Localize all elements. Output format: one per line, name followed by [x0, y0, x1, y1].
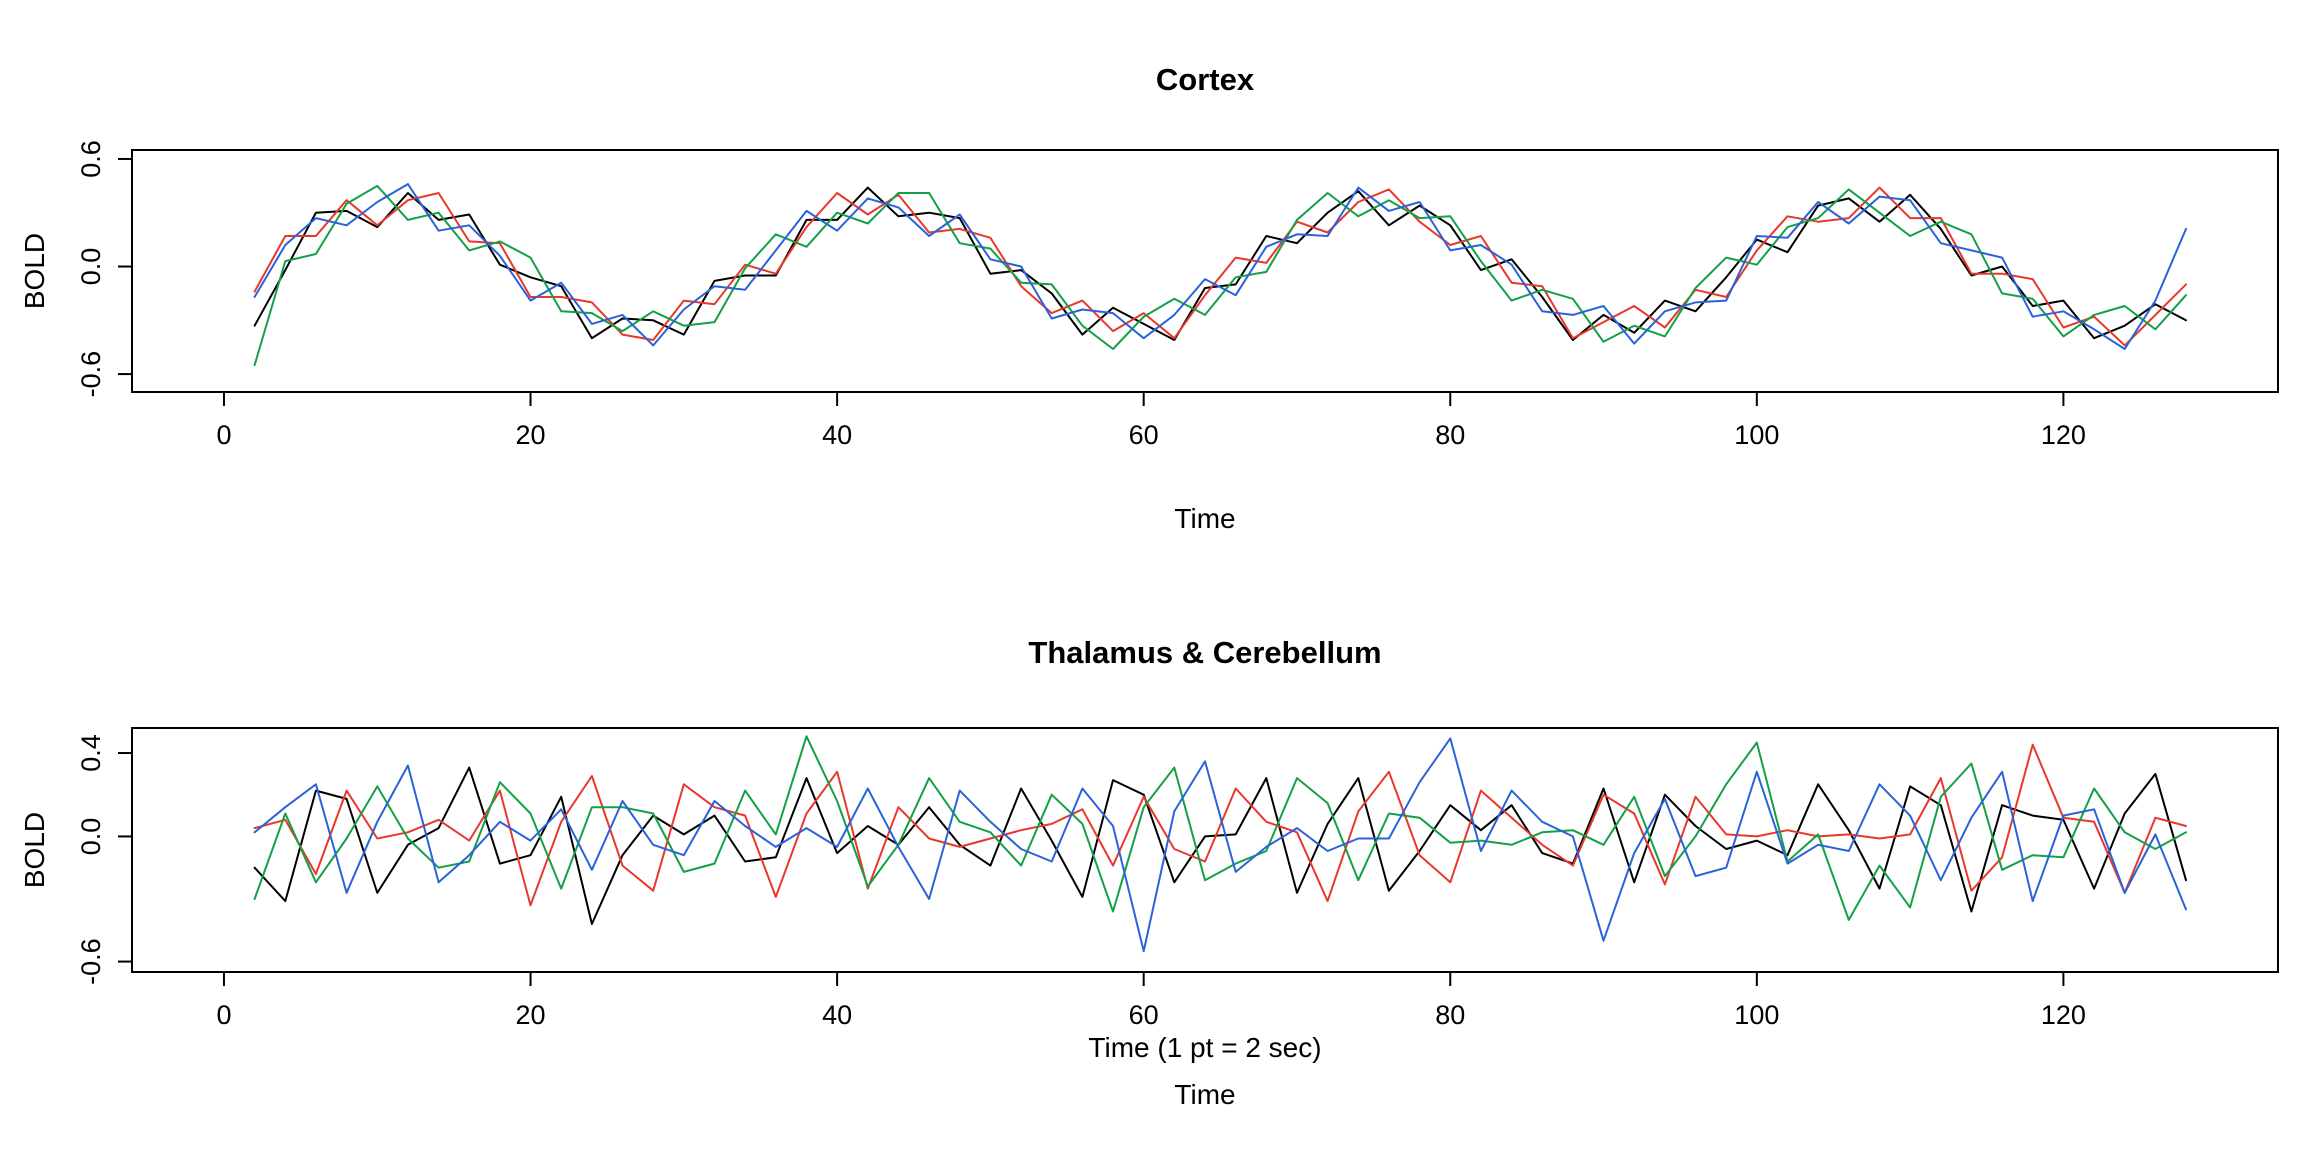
- y-tick-label: 0.0: [76, 818, 106, 856]
- series-line-series-4: [253, 737, 2187, 953]
- plot-box: [131, 149, 2279, 393]
- y-tick-label: -0.6: [76, 351, 106, 398]
- y-tick-label: 0.6: [76, 140, 106, 178]
- cortex-y-axis-label: BOLD: [19, 233, 50, 309]
- thalamus-x-axis-label: Time (1 pt = 2 sec): [1088, 1032, 1321, 1063]
- thalamus-chart-title: Thalamus & Cerebellum: [1028, 635, 1381, 670]
- x-tick-label: 100: [1734, 1000, 1779, 1030]
- series-line-series-4: [253, 183, 2187, 350]
- series-line-series-3: [253, 184, 2187, 367]
- thalamus-cerebellum-chart: Thalamus & Cerebellum BOLD Time (1 pt = …: [19, 635, 2279, 1110]
- x-tick-label: 20: [516, 420, 546, 450]
- x-tick-label: 0: [216, 1000, 231, 1030]
- y-tick-label: 0.0: [76, 248, 106, 286]
- thalamus-outer-x-axis-label: Time: [1174, 1079, 1235, 1110]
- x-tick-label: 120: [2041, 1000, 2086, 1030]
- x-tick-label: 120: [2041, 420, 2086, 450]
- cortex-plot-area: 0 20 40 60 80 100 120 -0.6 0.0 0.6: [76, 140, 2279, 450]
- series-line-series-1: [253, 186, 2187, 341]
- x-tick-label: 20: [516, 1000, 546, 1030]
- x-tick-label: 60: [1129, 1000, 1159, 1030]
- thalamus-plot-area: 0 20 40 60 80 100 120 -0.6 0.0 0.4: [76, 727, 2279, 1030]
- y-tick-label: -0.6: [76, 938, 106, 985]
- cortex-x-axis-label: Time: [1174, 503, 1235, 534]
- x-tick-label: 80: [1435, 1000, 1465, 1030]
- x-tick-label: 0: [216, 420, 231, 450]
- plot-box: [131, 727, 2279, 973]
- cortex-chart-title: Cortex: [1156, 62, 1255, 97]
- cortex-chart: Cortex BOLD Time 0 20 40 60 80 100 120-0.60.00…: [19, 62, 2279, 534]
- x-tick-label: 40: [822, 420, 852, 450]
- x-tick-label: 80: [1435, 420, 1465, 450]
- series-line-series-1: [253, 766, 2187, 925]
- x-tick-label: 100: [1734, 420, 1779, 450]
- series-line-series-2: [253, 743, 2187, 907]
- y-tick-label: 0.4: [76, 734, 106, 772]
- x-tick-label: 40: [822, 1000, 852, 1030]
- series-line-series-3: [253, 735, 2187, 921]
- series-line-series-2: [253, 186, 2187, 347]
- x-tick-label: 60: [1129, 420, 1159, 450]
- thalamus-y-axis-label: BOLD: [19, 812, 50, 888]
